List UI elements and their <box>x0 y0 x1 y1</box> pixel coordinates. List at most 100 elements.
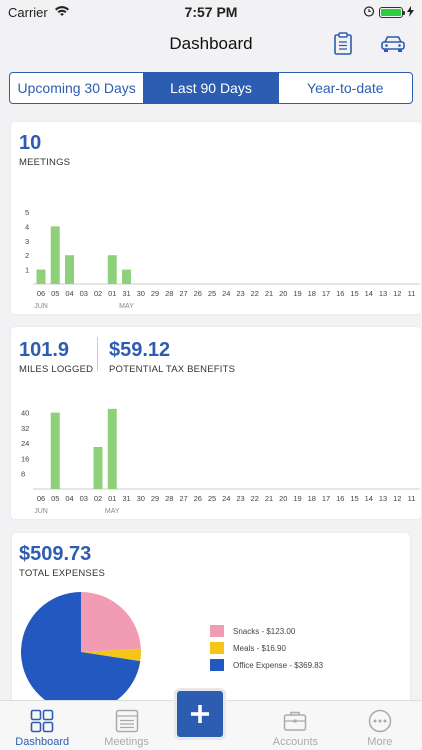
x-tick-label: 16 <box>336 289 344 298</box>
x-tick-label: 05 <box>51 494 59 503</box>
battery-icon <box>379 6 405 18</box>
x-tick-label: 06 <box>37 289 45 298</box>
clipboard-button[interactable] <box>328 30 358 58</box>
x-tick-label: 26 <box>194 494 202 503</box>
x-tick-label: 02 <box>94 289 102 298</box>
month-label: JUN <box>34 303 48 310</box>
bar <box>65 255 74 284</box>
y-tick-label: 5 <box>25 208 29 217</box>
x-tick-label: 14 <box>365 494 373 503</box>
x-tick-label: 11 <box>408 289 416 298</box>
x-tick-label: 22 <box>251 289 259 298</box>
x-tick-label: 27 <box>179 494 187 503</box>
legend-label-snacks: Snacks - $123.00 <box>233 626 296 636</box>
x-tick-label: 02 <box>94 494 102 503</box>
plus-icon <box>190 705 209 723</box>
y-tick-label: 4 <box>25 222 29 231</box>
tab-meetings-label: Meetings <box>104 736 149 748</box>
month-label: JUN <box>34 508 48 515</box>
meetings-summary: 10 MEETINGS <box>19 132 70 168</box>
legend-item-meals: Meals - $16.90 <box>210 642 323 654</box>
x-tick-label: 28 <box>165 494 173 503</box>
x-tick-label: 19 <box>293 494 301 503</box>
y-tick-label: 16 <box>21 454 29 463</box>
legend-swatch-meals <box>210 642 224 654</box>
segment-upcoming-30-days[interactable]: Upcoming 30 Days <box>10 73 145 103</box>
tab-more[interactable]: More <box>338 701 422 750</box>
expenses-card[interactable]: $509.73 TOTAL EXPENSES Snacks - $123.00 … <box>12 533 410 712</box>
x-tick-label: 12 <box>393 494 401 503</box>
summary-divider <box>97 337 98 371</box>
segment-year-to-date[interactable]: Year-to-date <box>307 80 384 96</box>
legend-item-snacks: Snacks - $123.00 <box>210 625 323 637</box>
expenses-total: $509.73 <box>19 543 92 565</box>
tab-accounts[interactable]: Accounts <box>253 701 337 750</box>
tab-meetings[interactable]: Meetings <box>84 701 168 750</box>
status-left: Carrier <box>8 5 70 20</box>
x-tick-label: 12 <box>393 289 401 298</box>
meetings-card[interactable]: 10 MEETINGS 1 2 3 4 5 06 05 04 03 02 01 31 30 29 28 27 2… <box>11 122 421 314</box>
x-tick-label: 15 <box>350 289 358 298</box>
miles-card[interactable]: 101.9 MILES LOGGED $59.12 POTENTIAL TAX … <box>11 327 421 519</box>
car-button[interactable] <box>378 30 408 58</box>
x-tick-label: 11 <box>408 494 416 503</box>
date-range-segmented-control: Upcoming 30 Days Last 90 Days Year-to-da… <box>9 72 413 104</box>
bar <box>50 412 60 489</box>
tab-bar: Dashboard Meetings Accounts More <box>0 691 422 750</box>
x-tick-label: 31 <box>122 494 130 503</box>
x-tick-label: 17 <box>322 494 330 503</box>
expenses-label: TOTAL EXPENSES <box>19 568 106 579</box>
x-tick-label: 25 <box>208 289 216 298</box>
grid-icon <box>30 706 54 736</box>
segment-last-90-days[interactable]: Last 90 Days <box>144 73 279 103</box>
miles-value: 101.9 <box>19 339 70 361</box>
charging-icon <box>407 5 414 20</box>
tab-dashboard[interactable]: Dashboard <box>0 701 84 750</box>
bar <box>36 269 46 284</box>
add-button[interactable] <box>176 691 223 737</box>
wifi-icon <box>54 5 70 20</box>
x-tick-label: 23 <box>236 289 244 298</box>
legend-item-office-expense: Office Expense - $369.83 <box>210 659 323 671</box>
bar <box>50 226 60 284</box>
alarm-icon <box>363 5 375 20</box>
x-tick-label: 04 <box>65 494 73 503</box>
nav-actions <box>328 30 408 58</box>
x-tick-label: 15 <box>350 494 358 503</box>
expenses-summary: $509.73 TOTAL EXPENSES <box>19 543 105 579</box>
tab-more-label: More <box>367 736 393 748</box>
tax-summary: $59.12 POTENTIAL TAX BENEFITS <box>109 339 235 375</box>
x-tick-label: 13 <box>379 289 387 298</box>
x-tick-label: 28 <box>165 289 173 298</box>
tab-dashboard-label: Dashboard <box>15 736 70 748</box>
y-tick-label: 2 <box>25 251 29 260</box>
month-label: MAY <box>119 303 134 310</box>
tab-accounts-label: Accounts <box>272 736 319 748</box>
pie-slice-meals <box>81 648 141 662</box>
status-right <box>363 5 414 20</box>
legend-label-office-expense: Office Expense - $369.83 <box>233 660 324 670</box>
tax-benefit-label: POTENTIAL TAX BENEFITS <box>109 364 236 375</box>
miles-chart: 8 16 24 32 40 06 05 04 03 02 01 31 30 29 28 27 26 25 24 23 2… <box>21 409 420 515</box>
tax-benefit-value: $59.12 <box>109 339 171 361</box>
x-tick-label: 29 <box>151 494 159 503</box>
x-tick-label: 29 <box>151 289 159 298</box>
x-tick-label: 30 <box>137 289 145 298</box>
add-button-slot <box>169 691 253 750</box>
x-tick-label: 13 <box>379 494 387 503</box>
x-tick-label: 19 <box>293 289 301 298</box>
clipboard-icon <box>334 32 352 55</box>
x-tick-label: 21 <box>265 289 273 298</box>
x-tick-label: 20 <box>279 494 287 503</box>
y-tick-label: 32 <box>21 424 29 433</box>
car-icon <box>381 36 405 52</box>
pie-slice-snacks <box>81 592 141 652</box>
page-title: Dashboard <box>169 34 253 53</box>
carrier-label: Carrier <box>8 4 48 20</box>
x-tick-label: 05 <box>51 289 59 298</box>
x-tick-label: 06 <box>37 494 45 503</box>
x-tick-label: 25 <box>208 494 216 503</box>
y-tick-label: 3 <box>25 237 29 246</box>
x-tick-label: 14 <box>365 289 373 298</box>
